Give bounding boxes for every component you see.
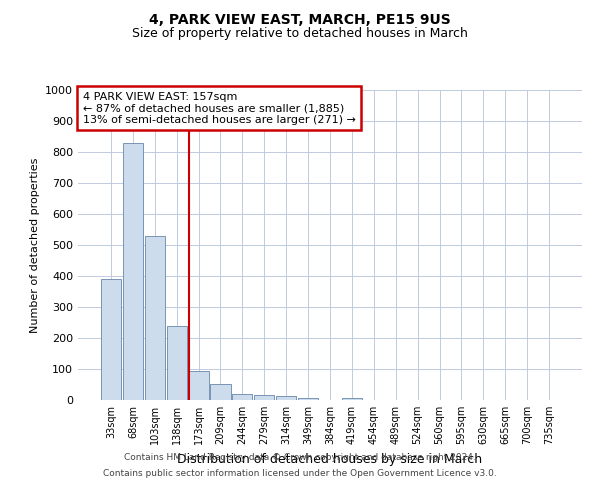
Bar — [145, 236, 165, 400]
Bar — [276, 396, 296, 400]
Bar — [167, 326, 187, 400]
Text: 4 PARK VIEW EAST: 157sqm
← 87% of detached houses are smaller (1,885)
13% of sem: 4 PARK VIEW EAST: 157sqm ← 87% of detach… — [83, 92, 356, 124]
Bar — [123, 142, 143, 400]
Text: Contains public sector information licensed under the Open Government Licence v3: Contains public sector information licen… — [103, 468, 497, 477]
Text: Contains HM Land Registry data © Crown copyright and database right 2024.: Contains HM Land Registry data © Crown c… — [124, 454, 476, 462]
Bar — [188, 370, 209, 400]
Y-axis label: Number of detached properties: Number of detached properties — [29, 158, 40, 332]
Bar — [211, 384, 230, 400]
Text: 4, PARK VIEW EAST, MARCH, PE15 9US: 4, PARK VIEW EAST, MARCH, PE15 9US — [149, 12, 451, 26]
Text: Size of property relative to detached houses in March: Size of property relative to detached ho… — [132, 28, 468, 40]
Bar — [232, 394, 253, 400]
Bar — [298, 398, 318, 400]
X-axis label: Distribution of detached houses by size in March: Distribution of detached houses by size … — [178, 452, 482, 466]
Bar — [101, 279, 121, 400]
Bar — [342, 398, 362, 400]
Bar — [254, 396, 274, 400]
